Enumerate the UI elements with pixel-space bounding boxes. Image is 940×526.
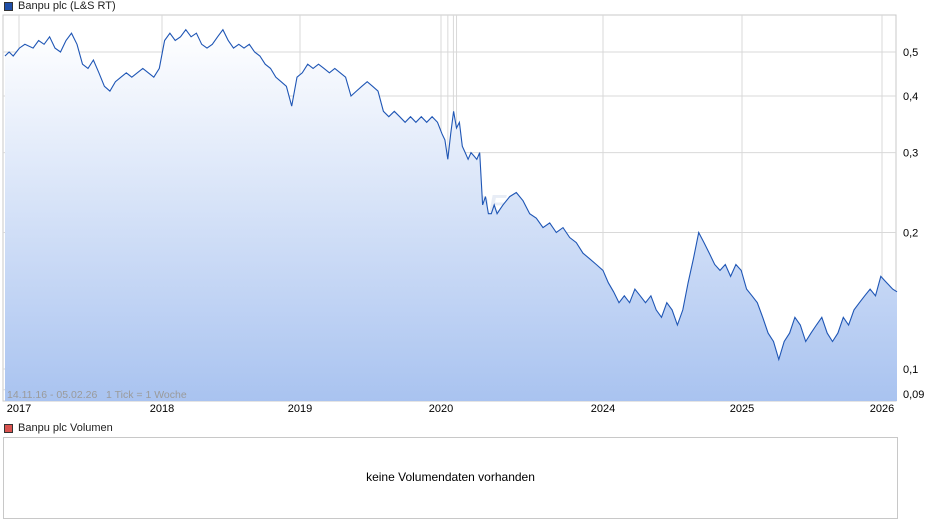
price-area: [5, 29, 897, 401]
y-tick-label: 0,5: [903, 47, 918, 59]
price-legend-swatch: [4, 1, 13, 11]
volume-empty-message: keine Volumendaten vorhanden: [366, 470, 535, 484]
y-tick-label: 0,1: [903, 364, 918, 376]
y-tick-label: 0,3: [903, 148, 918, 160]
y-tick-label: 0,09: [903, 389, 924, 401]
y-axis: 0,5 0,4 0,3 0,2 0,1 0,09: [903, 47, 924, 401]
x-tick-label: 2024: [591, 403, 615, 415]
x-axis: 2017 2018 2019 2020 2024 2025 2026: [7, 403, 894, 415]
price-line: [4, 28, 898, 362]
volume-legend-swatch: [4, 423, 13, 433]
price-legend-label: Banpu plc (L&S RT): [18, 0, 116, 12]
volume-legend: Banpu plc Volumen: [4, 422, 113, 434]
x-tick-label: 2019: [288, 403, 312, 415]
x-tick-label: 2026: [870, 403, 894, 415]
volume-panel: keine Volumendaten vorhanden: [3, 437, 898, 519]
range-info: 14.11.16 - 05.02.26 1 Tick = 1 Woche: [7, 389, 187, 401]
price-chart: ARIVA.DE 0,50,40,30,20,10,09 20172018201…: [2, 14, 924, 415]
y-tick-label: 0,4: [903, 91, 918, 103]
x-tick-label: 2017: [7, 403, 31, 415]
volume-legend-label: Banpu plc Volumen: [18, 422, 113, 434]
x-tick-label: 2025: [730, 403, 754, 415]
x-tick-label: 2018: [150, 403, 174, 415]
price-legend: Banpu plc (L&S RT): [4, 0, 116, 12]
x-tick-label: 2020: [429, 403, 453, 415]
y-tick-label: 0,2: [903, 227, 918, 239]
